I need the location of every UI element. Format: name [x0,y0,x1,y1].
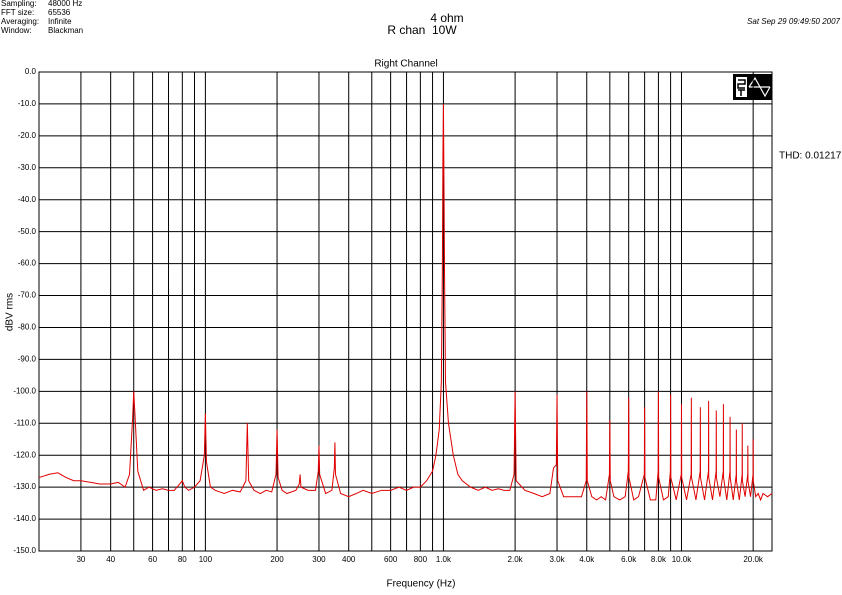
y-tick-label: -80.0 [18,323,37,332]
y-axis-label: dBV rms [5,293,16,331]
x-tick-label: 80 [178,555,187,564]
title: 4 ohm [430,11,463,25]
y-tick-label: -130.0 [13,482,36,491]
setting-name: FFT size: [1,8,34,17]
x-tick-label: 200 [270,555,284,564]
y-tick-label: -30.0 [18,163,37,172]
x-tick-label: 20.0k [743,555,764,564]
setting-value: Infinite [48,17,72,26]
x-tick-label: 60 [148,555,157,564]
setting-value: Blackman [48,26,83,35]
x-tick-label: 6.0k [621,555,637,564]
y-tick-label: -90.0 [18,355,37,364]
x-tick-label: 600 [384,555,398,564]
y-tick-label: -10.0 [18,99,37,108]
y-tick-label: -60.0 [18,259,37,268]
y-tick-label: -150.0 [13,546,36,555]
x-tick-label: 800 [414,555,428,564]
subtitle: R chan 10W [387,23,457,37]
x-tick-label: 100 [199,555,213,564]
plot-frame [38,71,773,552]
y-tick-label: 0.0 [25,67,37,76]
plot-title: Right Channel [374,59,437,70]
x-tick-label: 300 [312,555,326,564]
setting-value: 48000 Hz [48,0,82,8]
logo-letters [737,79,746,96]
x-tick-label: 4.0k [579,555,595,564]
x-axis-label: Frequency (Hz) [387,579,456,590]
setting-value: 65536 [48,8,71,17]
logo-wave [748,76,771,98]
x-tick-label: 3.0k [549,555,565,564]
x-tick-label: 30 [76,555,85,564]
spectrum-line [38,103,773,502]
y-tick-label: -70.0 [18,291,37,300]
y-tick-label: -140.0 [13,514,36,523]
setting-name: Sampling: [1,0,37,8]
y-tick-label: -100.0 [13,386,36,395]
setting-name: Window: [1,26,32,35]
logo [733,74,772,100]
logo-inner [736,77,747,97]
x-tick-label: 8.0k [651,555,667,564]
setting-name: Averaging: [1,17,39,26]
y-tick-label: -40.0 [18,195,37,204]
y-tick-label: -20.0 [18,131,37,140]
y-tick-label: -50.0 [18,227,37,236]
y-tick-label: -120.0 [13,450,36,459]
thd-annotation: THD: 0.01217 [779,151,842,162]
x-tick-label: 400 [342,555,356,564]
date: Sat Sep 29 09:49:50 2007 [747,17,841,26]
x-tick-label: 10.0k [672,555,693,564]
x-tick-label: 40 [106,555,115,564]
y-tick-label: -110.0 [14,418,37,427]
x-tick-label: 1.0k [436,555,452,564]
x-tick-label: 2.0k [508,555,524,564]
